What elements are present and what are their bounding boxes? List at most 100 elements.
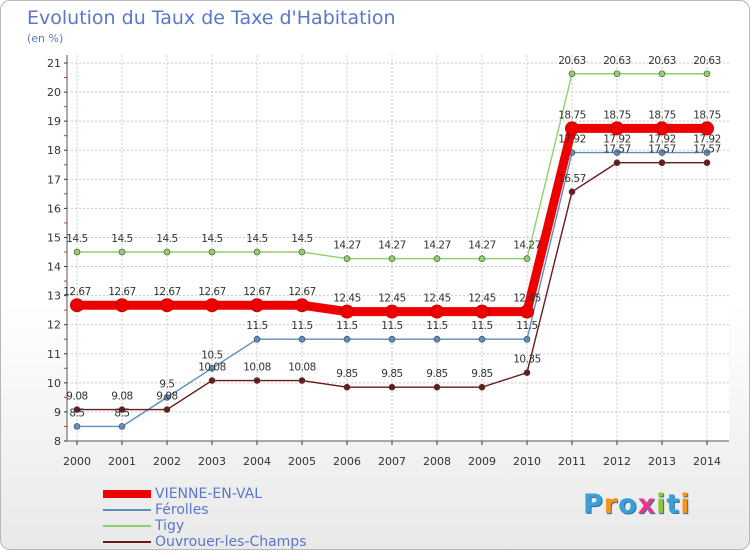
data-point — [253, 377, 261, 384]
data-point — [163, 248, 171, 256]
data-label: 11.5 — [246, 320, 267, 332]
x-tick-label: 2014 — [693, 455, 721, 468]
data-label: 12.67 — [198, 286, 226, 298]
y-tick-label: 13 — [47, 290, 61, 303]
legend-item: Tigy — [103, 518, 306, 534]
x-tick-label: 2005 — [288, 455, 316, 468]
logo-letter: t — [666, 489, 681, 520]
data-label: 12.67 — [288, 286, 316, 298]
data-point — [613, 159, 621, 167]
data-label: 20.63 — [603, 55, 631, 67]
data-point — [478, 255, 486, 262]
data-point — [118, 406, 126, 413]
data-point — [613, 149, 621, 156]
y-tick-label: 14 — [47, 261, 61, 274]
data-labels: 12.67 12.67 12.67 12.67 12.67 12.67 12.45 12.45… — [63, 55, 721, 420]
data-point — [610, 121, 624, 136]
data-label: 14.5 — [246, 233, 267, 245]
data-point — [703, 70, 711, 78]
data-label: 9.85 — [426, 368, 447, 380]
data-label: 9.85 — [381, 368, 402, 380]
legend-swatch — [103, 490, 151, 498]
chart-unit: (en %) — [27, 32, 64, 45]
data-point — [385, 304, 399, 319]
data-label: 12.67 — [108, 286, 136, 298]
data-point — [160, 298, 174, 313]
data-label: 14.27 — [513, 240, 541, 252]
data-point — [343, 335, 351, 343]
data-point — [565, 121, 579, 136]
legend-label: VIENNE-EN-VAL — [155, 486, 263, 502]
data-label: 10.5 — [201, 349, 222, 361]
data-label: 17.92 — [648, 134, 676, 146]
y-tick-label: 21 — [47, 57, 61, 70]
data-point — [298, 248, 306, 256]
data-point — [658, 70, 666, 78]
data-label: 14.27 — [333, 240, 361, 252]
data-label: 10.08 — [288, 362, 316, 374]
data-label: 10.35 — [513, 354, 541, 366]
data-point — [613, 70, 621, 78]
data-label: 18.75 — [558, 109, 586, 121]
data-point — [250, 298, 264, 313]
y-tick-label: 10 — [47, 377, 61, 390]
data-point — [703, 159, 711, 167]
data-label: 9.85 — [471, 368, 492, 380]
data-label: 17.57 — [603, 144, 631, 156]
data-label: 14.27 — [423, 240, 451, 252]
data-label: 17.57 — [648, 144, 676, 156]
x-tick-label: 2008 — [423, 455, 451, 468]
data-point — [205, 298, 219, 313]
data-point — [388, 255, 396, 262]
data-point — [523, 335, 531, 343]
data-label: 14.5 — [291, 233, 312, 245]
data-point — [700, 121, 714, 136]
data-label: 18.75 — [693, 109, 721, 121]
logo-letter: P — [583, 489, 604, 520]
axes: 8 9 10 11 12 13 14 15 16 17 18 19 20 21 2000 2001 2002 20… — [47, 55, 729, 468]
data-label: 11.5 — [291, 320, 312, 332]
x-tick-label: 2003 — [198, 455, 226, 468]
x-tick-label: 2010 — [513, 455, 541, 468]
logo-letter: r — [603, 489, 619, 520]
data-label: 12.45 — [423, 293, 451, 305]
legend-swatch — [103, 541, 151, 543]
x-tick-label: 2009 — [468, 455, 496, 468]
data-label: 14.5 — [156, 233, 177, 245]
data-point — [163, 394, 171, 401]
data-label: 17.92 — [693, 134, 721, 146]
data-point — [253, 248, 261, 256]
legend-item: Férolles — [103, 502, 306, 518]
data-label: 11.5 — [471, 320, 492, 332]
data-point — [208, 248, 216, 256]
data-point — [70, 298, 84, 313]
legend-label: Tigy — [155, 518, 185, 534]
data-point — [253, 335, 261, 343]
legend-label: Ouvrouer-les-Champs — [155, 534, 307, 550]
data-point — [298, 377, 306, 384]
data-label: 17.92 — [603, 134, 631, 146]
data-point — [523, 255, 531, 262]
data-label: 17.57 — [693, 144, 721, 156]
data-point — [433, 383, 441, 391]
x-tick-label: 2007 — [378, 455, 406, 468]
legend-swatch — [103, 525, 151, 527]
logo-letter: i — [680, 489, 691, 520]
data-point — [478, 335, 486, 343]
x-tick-label: 2012 — [603, 455, 631, 468]
data-point — [115, 298, 129, 313]
x-tick-label: 2000 — [63, 455, 91, 468]
data-point — [568, 188, 576, 196]
legend-label: Férolles — [155, 502, 209, 518]
data-label: 11.5 — [336, 320, 357, 332]
data-point — [208, 377, 216, 384]
data-point — [433, 255, 441, 262]
data-point — [73, 423, 81, 430]
y-tick-label: 15 — [47, 231, 61, 244]
data-label: 14.27 — [468, 240, 496, 252]
data-point — [475, 304, 489, 319]
series-layer — [70, 70, 714, 430]
data-label: 10.08 — [243, 362, 271, 374]
